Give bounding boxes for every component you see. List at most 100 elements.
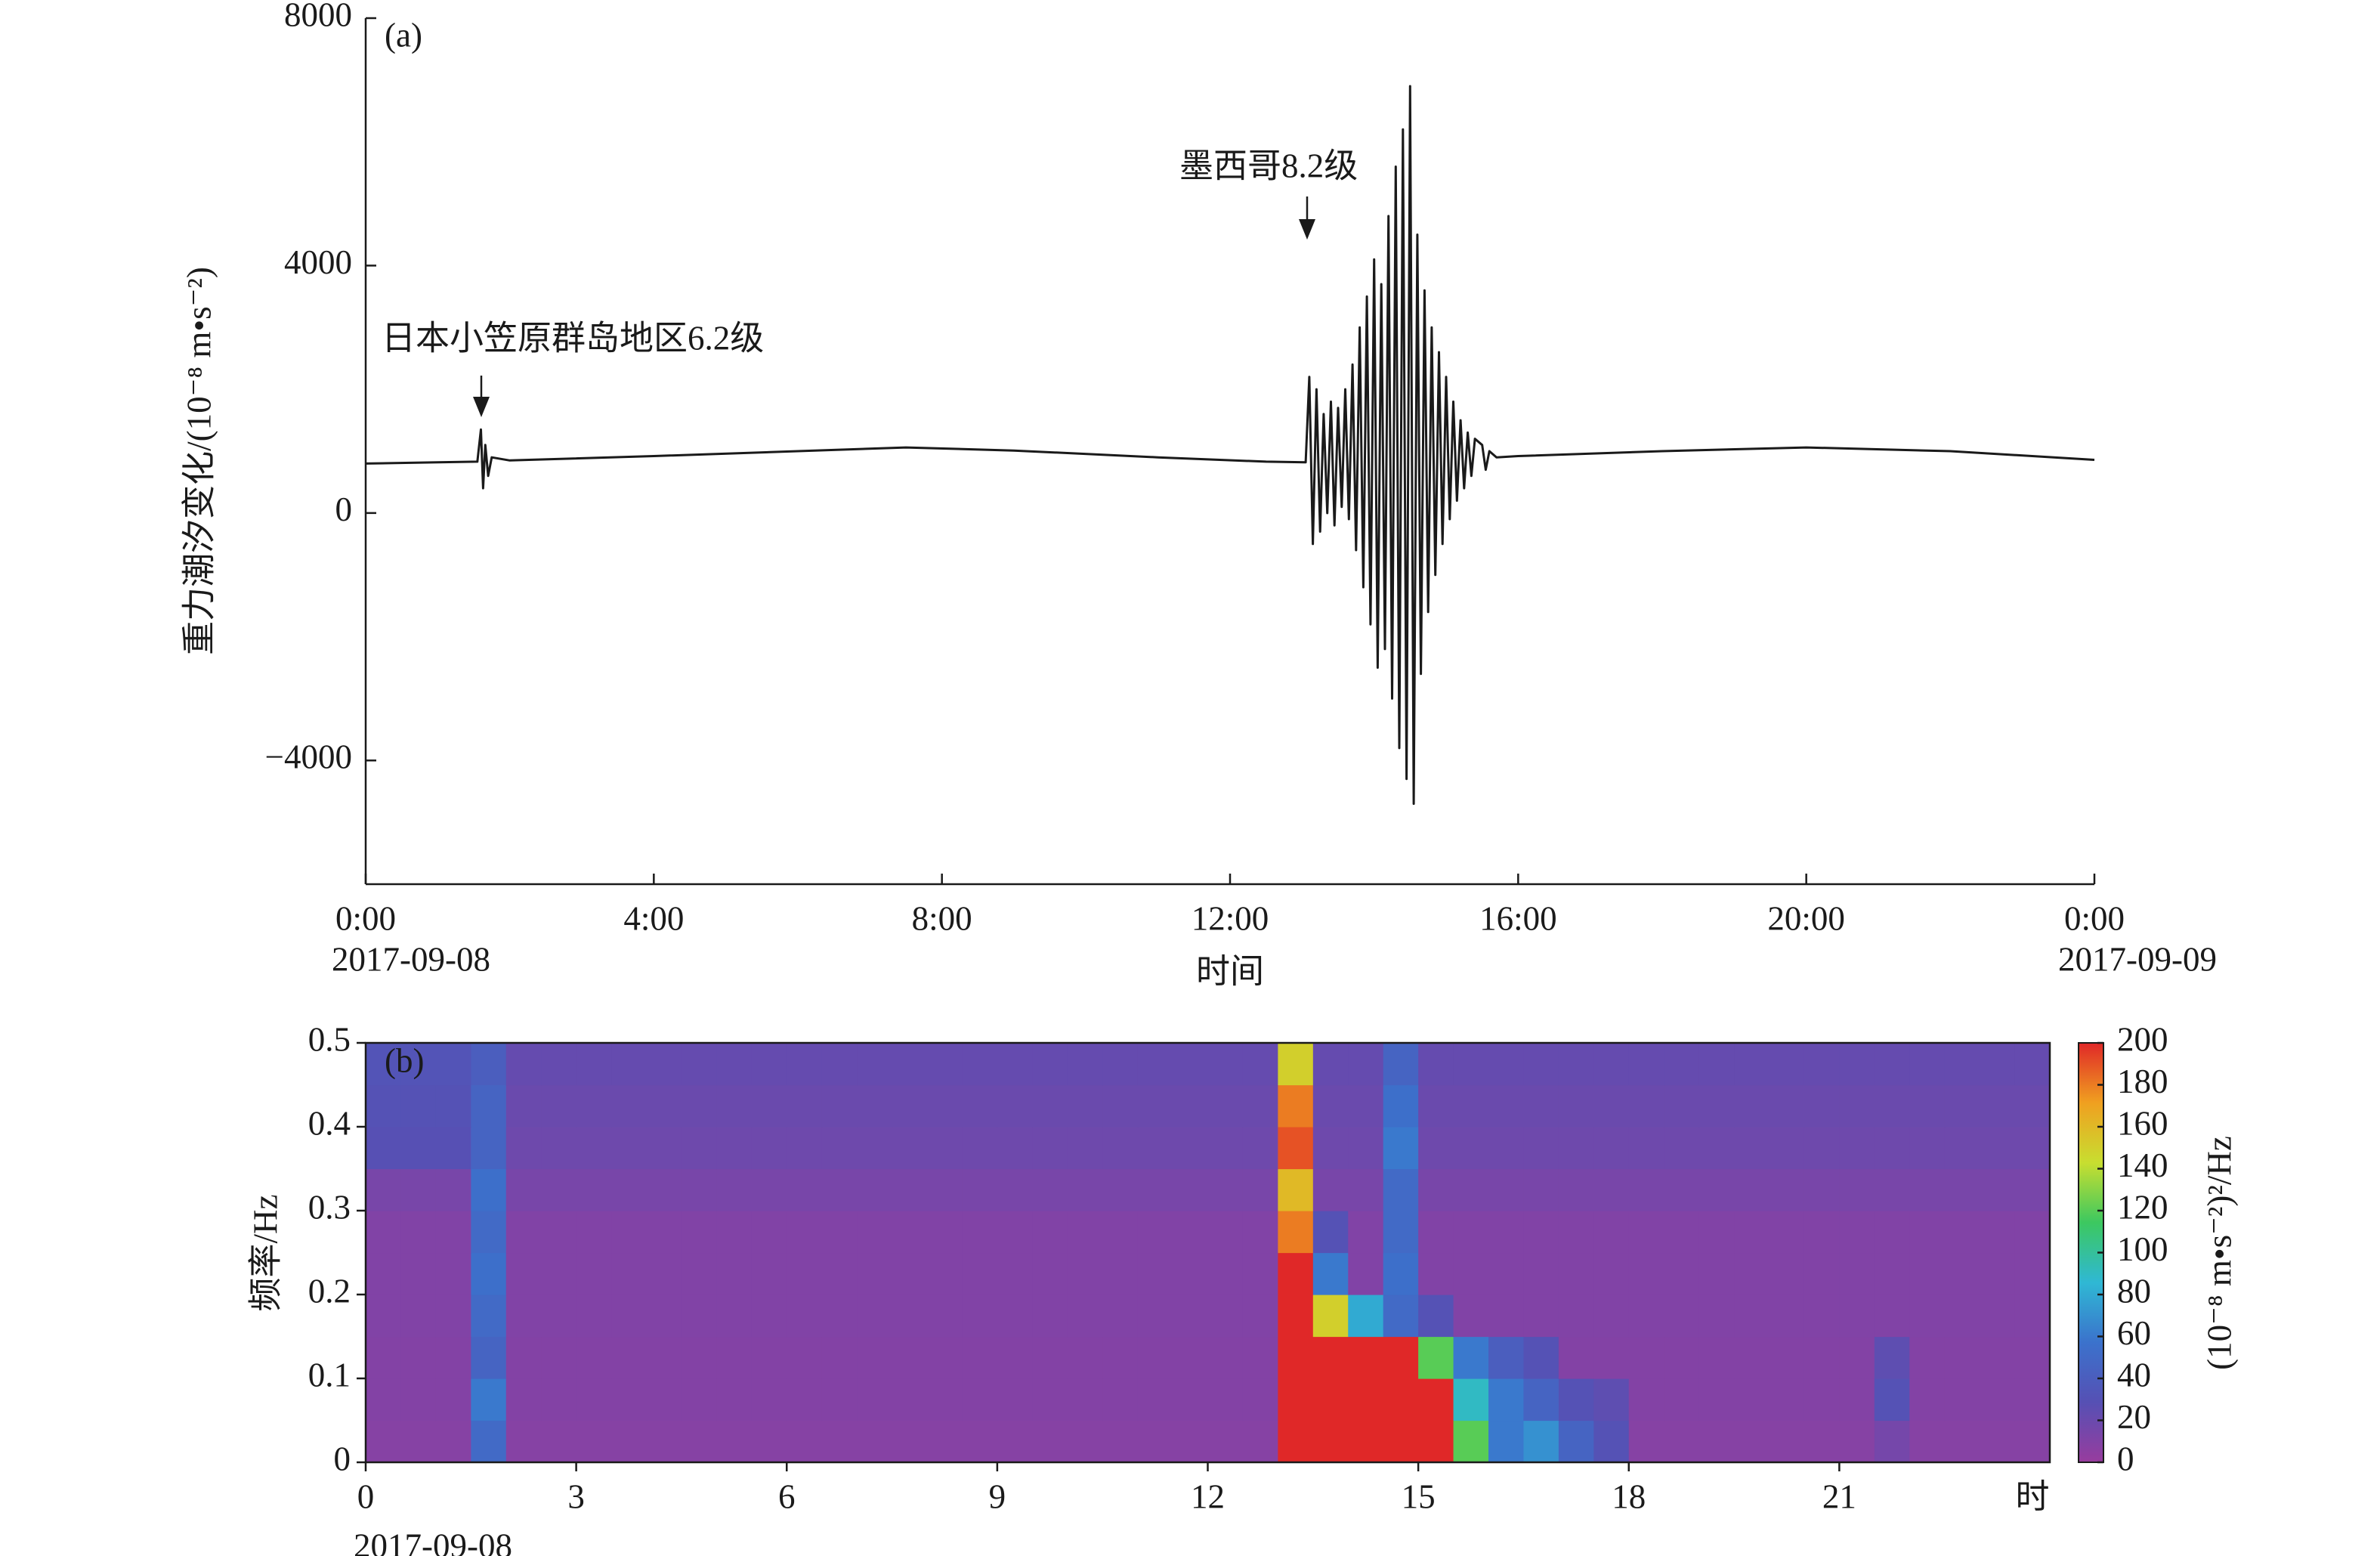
heat-cell [857,1084,893,1128]
annotation: 日本小笠原群岛地区6.2级 [382,319,764,357]
heat-cell [1102,1252,1139,1295]
heat-cell [1067,1420,1103,1463]
heat-cell [435,1295,471,1338]
heat-cell [821,1127,858,1170]
arrow-head [473,397,490,417]
heat-cell [1628,1420,1664,1463]
heat-cell [1558,1420,1594,1463]
heat-cell [997,1043,1033,1086]
heat-cell [1839,1168,1875,1211]
heat-cell [962,1084,998,1128]
heat-cell [1944,1295,1980,1338]
heat-cell [787,1336,823,1379]
heat-cell [1980,1043,2016,1086]
heat-cell [1874,1378,1910,1421]
heat-cell [400,1084,437,1128]
heat-cell [716,1252,753,1295]
heat-cell [541,1378,577,1421]
heat-cell [1734,1378,1770,1421]
heat-cell [1348,1378,1384,1421]
heat-cell [821,1043,858,1086]
heat-cell [541,1252,577,1295]
heat-cell [1278,1127,1314,1170]
heat-cell [505,1084,542,1128]
heat-cell [611,1295,648,1338]
heat-cell [1137,1378,1173,1421]
heat-cell [1523,1084,1559,1128]
heat-cell [1593,1378,1630,1421]
heat-cell [2014,1295,2051,1338]
heat-cell [646,1378,682,1421]
y-tick-label: 0 [335,490,353,528]
heat-cell [1278,1420,1314,1463]
heat-cell [1312,1420,1349,1463]
heat-cell [1207,1127,1244,1170]
heat-cell [1839,1295,1875,1338]
heat-cell [1312,1043,1349,1086]
heat-cell [1980,1336,2016,1379]
heat-cell [1032,1211,1068,1254]
heat-cell [962,1168,998,1211]
heat-cell [1523,1252,1559,1295]
heat-cell [1558,1378,1594,1421]
heat-cell [435,1127,471,1170]
heat-cell [505,1252,542,1295]
data-line [365,85,2095,806]
heat-cell [962,1252,998,1295]
heat-cell [1804,1378,1840,1421]
heat-cell [1032,1252,1068,1295]
heat-cell [400,1336,437,1379]
heat-cell [1628,1378,1664,1421]
heat-cell [1628,1168,1664,1211]
heat-cell [1734,1211,1770,1254]
heat-cell [1804,1336,1840,1379]
heat-cell [1628,1211,1664,1254]
heat-cell [1453,1420,1489,1463]
x-tick-label: 20:00 [1767,899,1845,937]
heat-cell [1698,1127,1735,1170]
heat-cell [646,1211,682,1254]
heat-cell [1980,1211,2016,1254]
heat-cell [681,1420,717,1463]
heat-cell [1418,1336,1454,1379]
heat-cell [962,1295,998,1338]
y-tick-label: 0.1 [308,1356,351,1394]
heat-cell [1628,1043,1664,1086]
heat-cell [2014,1168,2051,1211]
heat-cell [962,1127,998,1170]
heat-cell [1453,1127,1489,1170]
heat-cell [751,1378,787,1421]
colorbar-tick-label: 120 [2117,1188,2168,1226]
heat-cell [1874,1127,1910,1170]
heat-cell [857,1043,893,1086]
heat-cell [541,1168,577,1211]
heat-cell [716,1084,753,1128]
heat-cell [1278,1378,1314,1421]
heat-cell [366,1336,402,1379]
heat-cell [646,1043,682,1086]
arrow-head [1299,219,1315,240]
heat-cell [2014,1336,2051,1379]
heat-cell [1523,1043,1559,1086]
heat-cell [821,1336,858,1379]
heat-cell [1453,1336,1489,1379]
heat-cell [857,1336,893,1379]
heat-cell [611,1420,648,1463]
heat-cell [1348,1168,1384,1211]
heat-cell [716,1295,753,1338]
x-tick-label: 16:00 [1479,899,1557,937]
x-tick-label: 18 [1612,1477,1646,1515]
heat-cell [1242,1295,1278,1338]
heat-cell [1698,1295,1735,1338]
heat-cell [541,1084,577,1128]
heat-cell [1032,1127,1068,1170]
x-tick-label: 12:00 [1192,899,1269,937]
heat-cell [751,1168,787,1211]
heat-cell [1769,1252,1805,1295]
heat-cell [1593,1252,1630,1295]
heat-cell [1523,1168,1559,1211]
heat-cell [366,1420,402,1463]
heat-cell [751,1084,787,1128]
heat-cell [1348,1295,1384,1338]
heat-cell [646,1420,682,1463]
